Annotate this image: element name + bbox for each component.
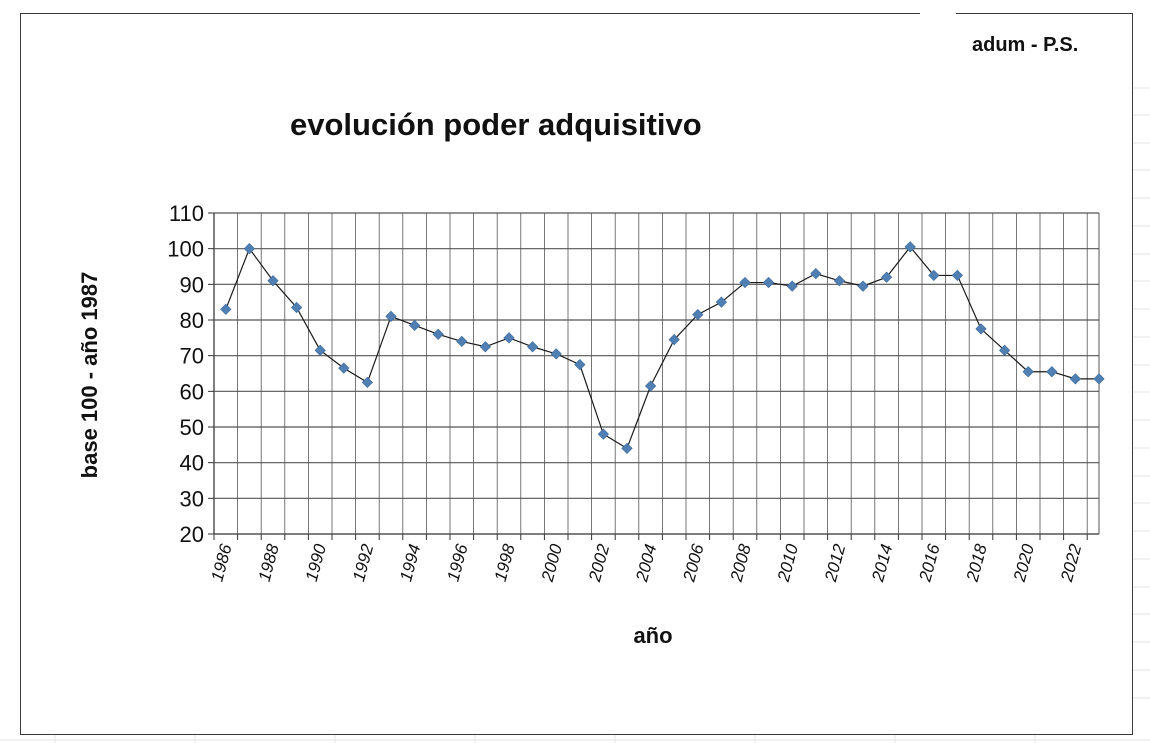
x-tick-label-2020: 2020: [1010, 542, 1039, 585]
data-point-1999: [526, 341, 539, 353]
x-tick-label-1990: 1990: [302, 542, 330, 584]
data-point-2000: [550, 348, 562, 360]
x-tick-label-2008: 2008: [726, 542, 755, 585]
y-tick-label-110: 110: [169, 201, 204, 226]
x-tick-label-2010: 2010: [774, 542, 803, 585]
data-point-1990: [314, 344, 326, 356]
x-tick-label-2016: 2016: [915, 542, 944, 585]
brand-label: adum - P.S.: [972, 34, 1079, 56]
y-axis-label: base 100 - año 1987: [77, 272, 102, 479]
data-point-1996: [456, 335, 468, 348]
data-point-1989: [290, 301, 303, 314]
data-point-2003: [621, 442, 633, 455]
data-point-2006: [692, 309, 704, 321]
y-tick-label-80: 80: [180, 308, 204, 333]
x-tick-label-2004: 2004: [632, 542, 660, 584]
data-point-2019: [998, 344, 1011, 356]
x-tick-label-1988: 1988: [255, 542, 283, 584]
series-markers: [220, 241, 1105, 455]
data-point-2009: [762, 276, 775, 289]
data-point-1993: [385, 310, 397, 323]
x-tick-label-2022: 2022: [1057, 542, 1086, 585]
x-tick-labels: 1986 1988 1990 1992 1994 1996 1998 2000 2002 2004…: [208, 542, 1086, 585]
data-point-2004: [644, 380, 657, 392]
data-point-2008: [739, 276, 751, 289]
y-tick-label-40: 40: [180, 451, 204, 476]
y-tick-label-70: 70: [180, 344, 204, 369]
x-tick-label-1998: 1998: [491, 542, 519, 584]
y-tick-label-90: 90: [180, 272, 204, 297]
data-point-1986: [220, 303, 232, 315]
data-point-2023: [1093, 373, 1105, 385]
x-tick-label-2014: 2014: [868, 542, 896, 584]
data-point-1994: [408, 319, 421, 331]
x-tick-label-1992: 1992: [349, 542, 377, 584]
frame-notch: [920, 10, 956, 18]
data-point-1997: [479, 341, 492, 353]
x-tick-label-1994: 1994: [396, 542, 424, 583]
x-tick-label-2002: 2002: [585, 542, 614, 585]
y-tick-labels: 20 30 40 50 60 70 80 90 100 110: [167, 201, 204, 547]
x-tick-label-2018: 2018: [962, 542, 991, 585]
x-tick-label-1986: 1986: [208, 542, 236, 584]
data-point-2017: [951, 269, 964, 282]
data-point-2010: [786, 280, 798, 292]
chart-frame[interactable]: [20, 13, 1133, 735]
y-tick-label-30: 30: [180, 486, 204, 511]
data-point-2007: [715, 296, 728, 308]
data-point-2014: [880, 271, 893, 283]
chart-title: evolución poder adquisitivo: [290, 107, 702, 142]
x-tick-label-2006: 2006: [679, 542, 708, 585]
grid-lines: [208, 212, 1100, 540]
y-tick-label-50: 50: [180, 415, 204, 440]
data-point-2002: [597, 428, 610, 440]
data-point-2012: [833, 275, 846, 287]
x-axis-label: año: [633, 623, 672, 648]
data-point-1987: [243, 243, 256, 255]
data-point-2011: [810, 268, 822, 280]
x-tick-label-2000: 2000: [538, 542, 567, 585]
data-point-1988: [267, 275, 279, 287]
data-point-2021: [1046, 366, 1058, 378]
data-point-2015: [904, 241, 916, 253]
data-point-2016: [928, 269, 940, 282]
data-point-1992: [361, 376, 374, 389]
data-point-2013: [857, 280, 869, 292]
y-tick-label-60: 60: [180, 379, 204, 404]
data-point-1991: [338, 362, 350, 374]
data-point-2018: [975, 323, 987, 335]
data-point-1998: [503, 332, 515, 344]
x-tick-label-1996: 1996: [444, 542, 472, 584]
data-point-1995: [432, 328, 444, 340]
data-point-2005: [668, 333, 680, 346]
y-tick-label-20: 20: [180, 522, 204, 547]
data-point-2022: [1069, 373, 1082, 385]
y-tick-label-100: 100: [167, 237, 204, 262]
x-tick-label-2012: 2012: [821, 542, 850, 585]
data-point-2001: [574, 358, 586, 371]
data-point-2020: [1022, 366, 1034, 378]
